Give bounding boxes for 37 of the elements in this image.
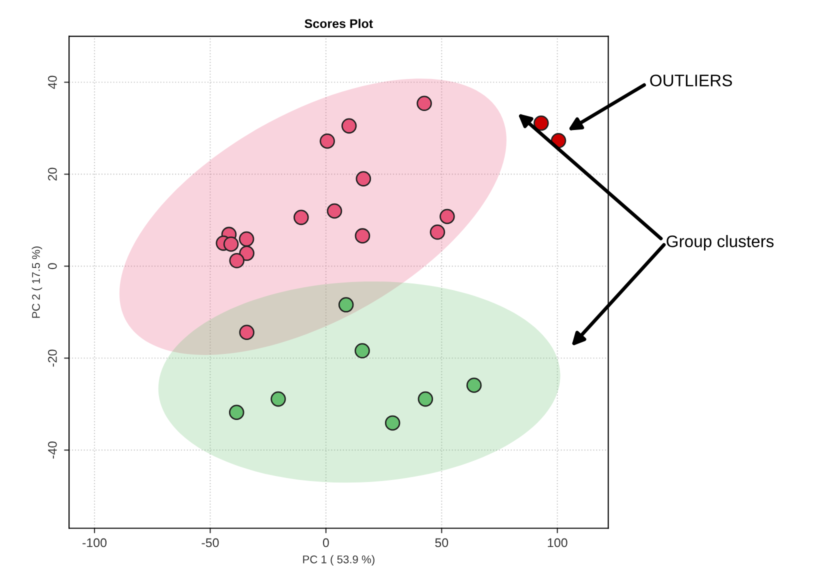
point	[341, 118, 357, 134]
point	[440, 208, 455, 224]
x-tick-label: 100	[548, 538, 568, 548]
y-axis-title: PC 2 ( 17.5 %)	[32, 246, 42, 318]
point	[294, 210, 309, 226]
point	[239, 246, 254, 261]
y-tick-label: 40	[48, 76, 57, 89]
point	[384, 415, 400, 431]
point	[354, 343, 370, 358]
text: Group clusters	[666, 235, 774, 251]
point	[466, 378, 482, 393]
point	[430, 224, 446, 240]
point	[229, 253, 244, 268]
point	[238, 231, 254, 247]
point	[320, 133, 335, 149]
point	[534, 116, 549, 131]
point	[326, 203, 342, 219]
point	[418, 391, 434, 407]
y-tick-label: 20	[48, 168, 57, 181]
x-axis-title: PC 1 ( 53.9 %)	[303, 555, 374, 566]
x-tick-label: 50	[435, 538, 448, 548]
x-tick-label: -100	[82, 538, 107, 548]
point	[223, 236, 239, 252]
x-tick-label: -50	[202, 538, 219, 548]
point	[270, 391, 286, 407]
text: OUTLIERS	[650, 74, 732, 86]
point	[356, 171, 372, 186]
y-tick-label: 0	[48, 263, 57, 270]
point	[416, 96, 432, 112]
y-tick-label: -20	[48, 350, 57, 367]
point	[239, 324, 254, 340]
y-tick-label: -40	[48, 442, 57, 459]
x-tick-label: 0	[322, 538, 329, 548]
point	[338, 297, 354, 312]
point	[354, 228, 370, 244]
point	[228, 404, 244, 420]
chart-title: Scores Plot	[304, 18, 373, 28]
